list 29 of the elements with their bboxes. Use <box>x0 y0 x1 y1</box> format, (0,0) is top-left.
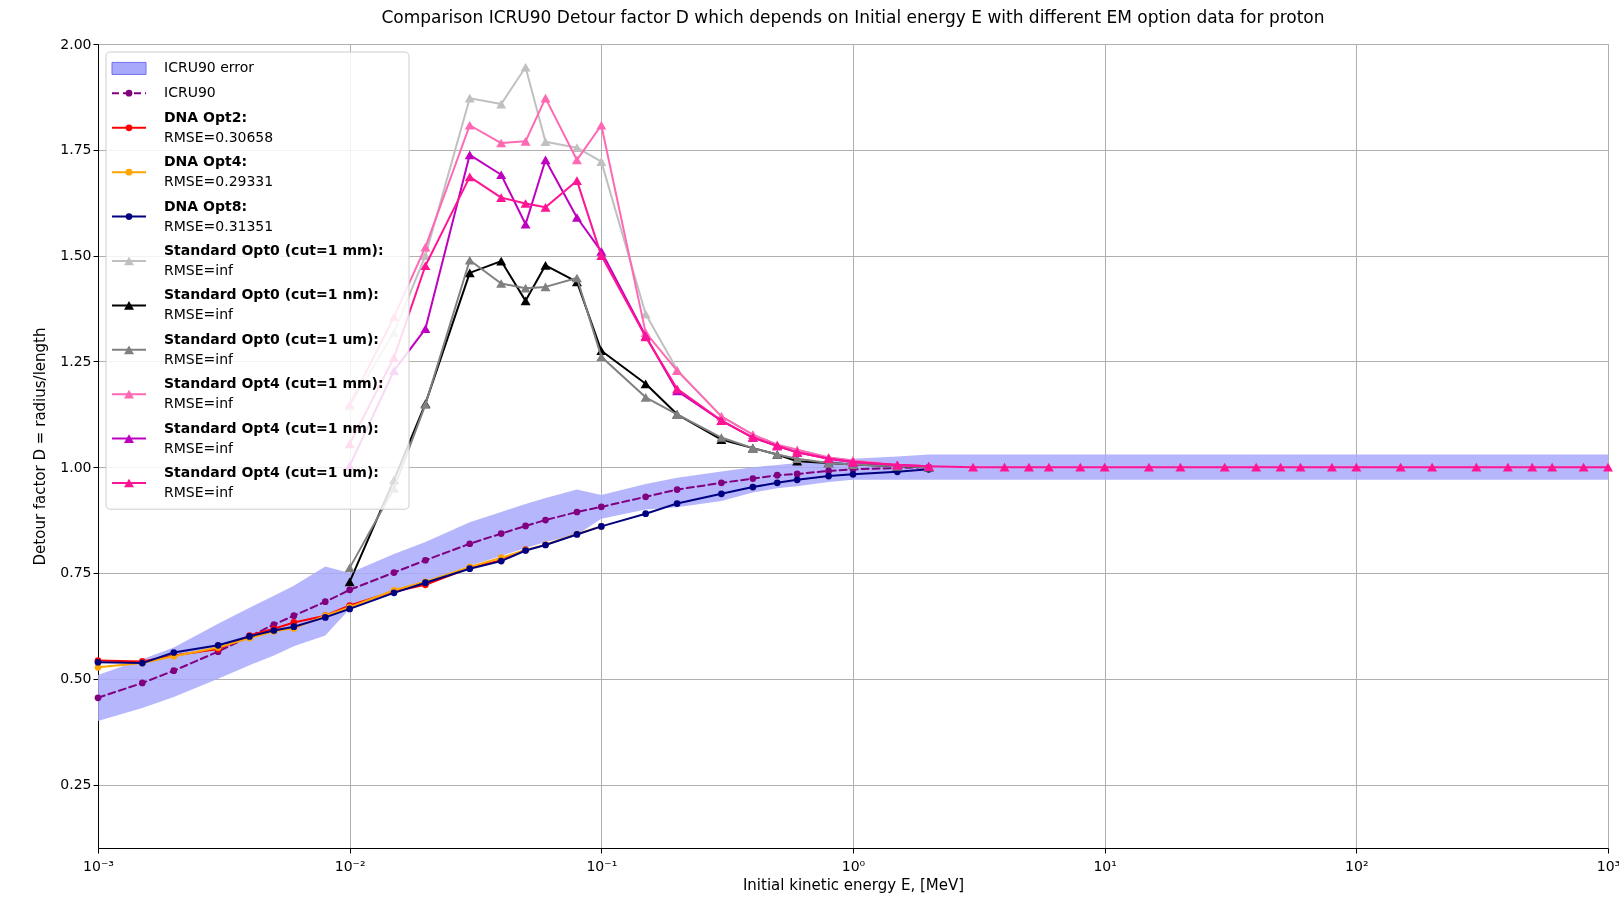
legend-label: Standard Opt0 (cut=1 mm): RMSE=inf <box>164 242 384 278</box>
legend-label: Standard Opt4 (cut=1 mm): RMSE=inf <box>164 375 384 412</box>
y-tick-label: 0.75 <box>60 564 92 581</box>
y-tick-label: 2.00 <box>60 35 92 52</box>
chart-title: Comparison ICRU90 Detour factor D which depends on Initial energy E with different EM option data for proton <box>381 7 1325 27</box>
x-tick-label: 10³ <box>1596 857 1619 874</box>
legend-label: ICRU90 <box>164 84 216 101</box>
x-axis-title: Initial kinetic energy E, [MeV] <box>742 875 965 894</box>
x-tick-label: 10⁻² <box>334 857 366 874</box>
x-tick-label: 10⁰ <box>841 857 866 874</box>
legend-label: DNA Opt2: RMSE=0.30658 <box>164 108 274 145</box>
x-tick-label: 10² <box>1345 857 1369 874</box>
y-tick-label: 1.75 <box>60 141 92 158</box>
legend-label: Standard Opt4 (cut=1 nm): RMSE=inf <box>164 419 379 456</box>
y-tick-label: 0.25 <box>60 776 92 793</box>
y-tick-label: 1.00 <box>60 458 92 475</box>
x-tick-label: 10⁻³ <box>83 857 114 874</box>
y-tick-label: 1.50 <box>60 247 92 264</box>
y-axis-title: Detour factor D = radius/length <box>31 327 50 566</box>
y-tick-label: 0.50 <box>60 670 92 687</box>
legend-label: DNA Opt4: RMSE=0.29331 <box>164 153 274 190</box>
x-tick-label: 10⁻¹ <box>586 857 618 874</box>
x-tick-label: 10¹ <box>1093 857 1117 874</box>
legend-label: Standard Opt0 (cut=1 um): RMSE=inf <box>164 330 379 367</box>
y-tick-label: 1.25 <box>60 352 92 369</box>
legend-label: DNA Opt8: RMSE=0.31351 <box>164 197 274 234</box>
legend-label: ICRU90 error <box>164 59 255 76</box>
legend-label: Standard Opt0 (cut=1 nm): RMSE=inf <box>164 286 379 323</box>
legend-label: Standard Opt4 (cut=1 um): RMSE=inf <box>164 464 379 500</box>
